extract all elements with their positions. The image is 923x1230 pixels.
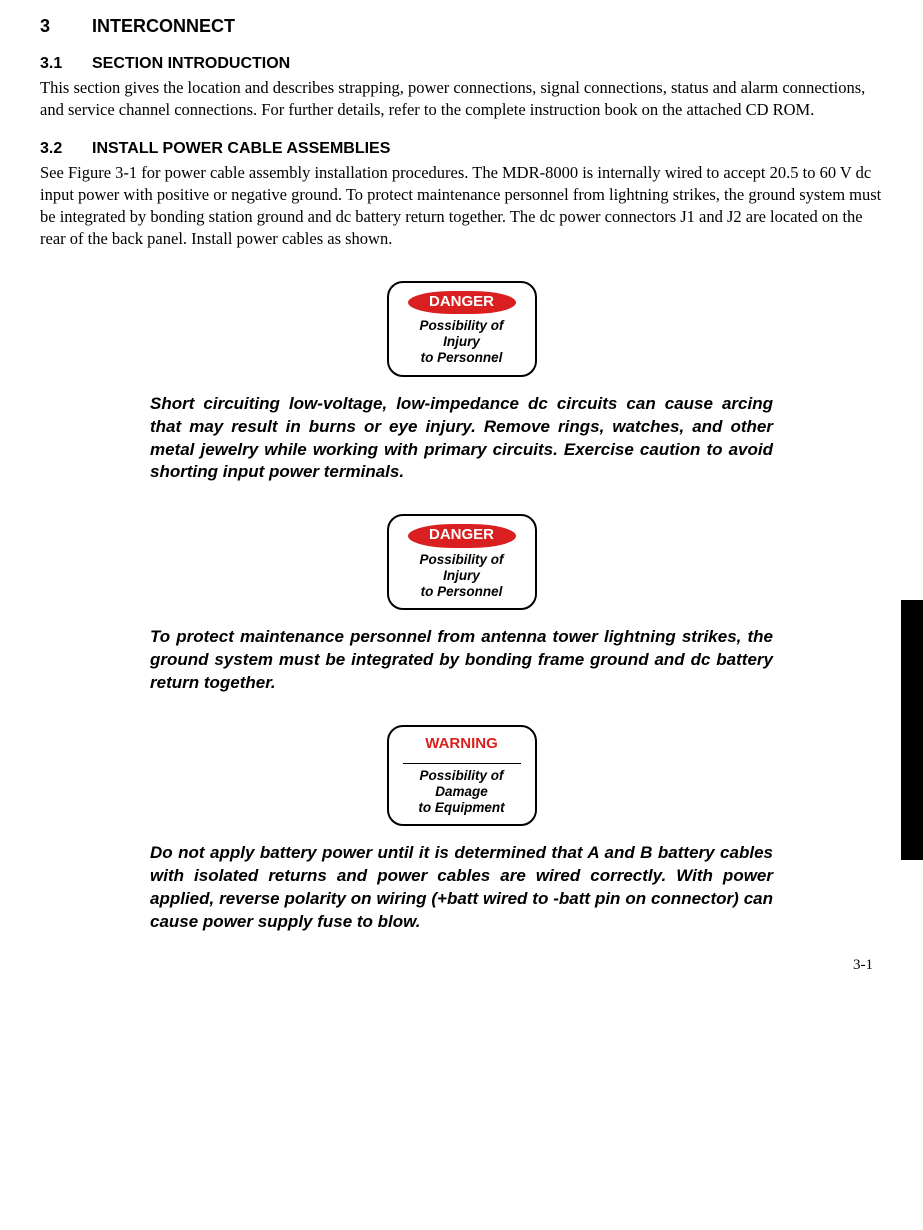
subsection-title: SECTION INTRODUCTION xyxy=(92,55,290,73)
danger-pill: DANGER xyxy=(408,524,516,548)
callout-line: to Personnel xyxy=(421,584,503,599)
body-paragraph: See Figure 3-1 for power cable assembly … xyxy=(40,162,883,251)
section-number: 3 xyxy=(40,16,92,37)
callout-frame: DANGER Possibility of Injury to Personne… xyxy=(387,281,537,377)
subsection-number: 3.1 xyxy=(40,55,92,73)
section-heading: 3 INTERCONNECT xyxy=(40,16,883,37)
callout-line: Injury xyxy=(443,334,480,349)
danger-callout-box: DANGER Possibility of Injury to Personne… xyxy=(40,514,883,610)
document-page: 3 INTERCONNECT 3.1 SECTION INTRODUCTION … xyxy=(0,0,923,994)
body-paragraph: This section gives the location and desc… xyxy=(40,77,883,122)
danger-callout-box: DANGER Possibility of Injury to Personne… xyxy=(40,281,883,377)
section-title: INTERCONNECT xyxy=(92,16,235,37)
callout-line: Possibility of xyxy=(419,768,503,783)
subsection-heading: 3.2 INSTALL POWER CABLE ASSEMBLIES xyxy=(40,140,883,158)
subsection-title: INSTALL POWER CABLE ASSEMBLIES xyxy=(92,140,390,158)
callout-line: Possibility of xyxy=(419,318,503,333)
danger-text: Short circuiting low-voltage, low-impeda… xyxy=(150,393,773,485)
danger-text: To protect maintenance personnel from an… xyxy=(150,626,773,695)
warning-text: Do not apply battery power until it is d… xyxy=(150,842,773,934)
warning-callout-box: WARNING Possibility of Damage to Equipme… xyxy=(40,725,883,826)
callout-subtext: Possibility of Damage to Equipment xyxy=(403,768,521,817)
page-number: 3-1 xyxy=(853,957,873,974)
side-tab xyxy=(901,600,923,860)
danger-pill: DANGER xyxy=(408,291,516,315)
callout-line: to Personnel xyxy=(421,350,503,365)
subsection-number: 3.2 xyxy=(40,140,92,158)
callout-line: Possibility of xyxy=(419,552,503,567)
callout-frame: WARNING Possibility of Damage to Equipme… xyxy=(387,725,537,826)
callout-line: Injury xyxy=(443,568,480,583)
callout-subtext: Possibility of Injury to Personnel xyxy=(403,552,521,601)
divider xyxy=(403,763,521,764)
warning-pill: WARNING xyxy=(408,736,516,757)
callout-line: to Equipment xyxy=(418,800,504,815)
callout-frame: DANGER Possibility of Injury to Personne… xyxy=(387,514,537,610)
callout-line: Damage xyxy=(435,784,488,799)
subsection-heading: 3.1 SECTION INTRODUCTION xyxy=(40,55,883,73)
callout-subtext: Possibility of Injury to Personnel xyxy=(403,318,521,367)
